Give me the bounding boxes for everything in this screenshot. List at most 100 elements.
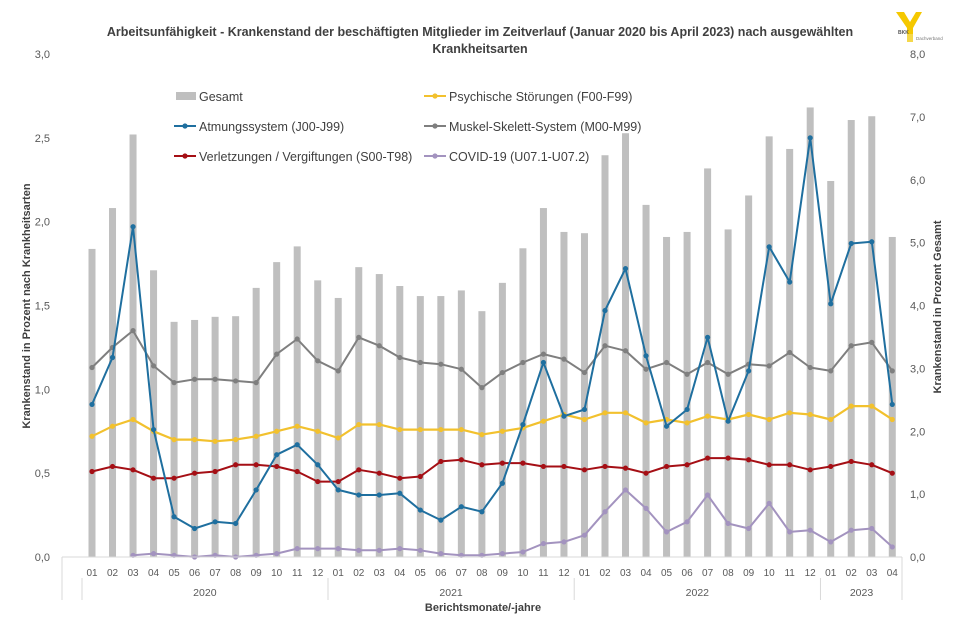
data-point: [89, 433, 95, 439]
data-point: [643, 420, 649, 426]
x-tick-year: 2023: [850, 587, 874, 599]
data-point: [397, 354, 403, 361]
data-point: [807, 411, 813, 418]
x-tick-year: 2021: [439, 587, 463, 599]
left-axis: 0,0 0,5 1,0 1,5 2,0 2,5 3,0: [35, 49, 50, 564]
series-covid-19-u07-1-u07-2: [130, 487, 895, 560]
data-point: [561, 413, 567, 419]
data-point: [130, 416, 136, 423]
series-line: [91, 329, 894, 389]
data-point: [848, 240, 854, 247]
bar-gesamt: [129, 134, 137, 558]
right-axis: 0,0 1,0 2,0 3,0 4,0 5,0 6,0 7,0 8,0: [910, 49, 925, 564]
data-point: [212, 468, 218, 475]
bar-gesamt: [580, 233, 588, 557]
data-point: [889, 470, 895, 476]
data-point: [746, 411, 752, 418]
data-point: [294, 546, 300, 552]
data-point: [253, 487, 259, 493]
data-point: [356, 334, 362, 340]
data-point: [889, 544, 895, 550]
logo-text-bkk: BKK: [898, 30, 909, 36]
data-point: [356, 547, 362, 553]
data-point: [417, 359, 423, 366]
right-tick-label: 8,0: [910, 49, 925, 61]
x-tick-month: 12: [805, 568, 817, 579]
bar-gesamt: [211, 316, 219, 557]
x-tick-month: 09: [743, 568, 755, 579]
x-tick-month: 02: [599, 568, 611, 579]
data-point: [479, 385, 485, 391]
x-tick-month: 06: [189, 568, 201, 579]
data-point: [192, 525, 198, 532]
legend-label: Verletzungen / Vergiftungen (S00-T98): [199, 150, 412, 164]
data-point: [315, 358, 321, 364]
data-point: [417, 547, 423, 553]
bar-gesamt: [355, 267, 363, 557]
data-point: [602, 509, 608, 515]
data-point: [807, 364, 813, 371]
data-point: [109, 463, 116, 470]
data-point: [581, 532, 588, 538]
data-point: [581, 416, 588, 423]
right-tick-label: 4,0: [910, 301, 925, 313]
data-point: [438, 517, 444, 523]
data-point: [643, 505, 649, 511]
bars-gesamt: [88, 107, 896, 558]
chart-title-line-2: Krankheitsarten: [432, 42, 527, 56]
x-tick-month: 03: [374, 568, 386, 579]
data-point: [622, 487, 629, 493]
data-point: [766, 462, 772, 468]
data-point: [376, 547, 382, 553]
legend-item-verletzungen-vergiftungen-s00-t98: Verletzungen / Vergiftungen (S00-T98): [174, 150, 412, 164]
data-point: [520, 460, 526, 466]
data-point: [253, 433, 259, 439]
data-point: [807, 135, 813, 141]
x-tick-month: 10: [271, 568, 283, 579]
data-point: [376, 470, 382, 476]
x-tick-month: 06: [682, 568, 694, 579]
x-axis-title: Berichtsmonate/-jahre: [425, 602, 541, 614]
data-point: [602, 343, 608, 349]
x-tick-month: 04: [887, 568, 899, 579]
data-point: [376, 421, 382, 428]
left-tick-label: 0,5: [35, 468, 50, 480]
series-muskel-skelett-system-m00-m99: [89, 328, 895, 391]
data-point: [889, 368, 895, 374]
data-point: [294, 423, 300, 429]
data-point: [233, 378, 239, 384]
data-point: [315, 546, 321, 552]
legend-swatch: [176, 92, 196, 100]
data-point: [581, 369, 588, 376]
data-point: [705, 359, 711, 366]
data-point: [602, 307, 608, 314]
bar-gesamt: [273, 262, 281, 557]
data-point: [828, 301, 834, 307]
data-point: [212, 376, 218, 382]
data-point: [684, 519, 690, 525]
data-point: [520, 421, 526, 428]
legend-item-muskel-skelett-system-m00-m99: Muskel-Skelett-System (M00-M99): [424, 120, 641, 134]
bar-gesamt: [519, 248, 527, 557]
data-point: [438, 426, 444, 433]
legend-label: COVID-19 (U07.1-U07.2): [449, 150, 589, 164]
data-point: [766, 363, 772, 369]
data-point: [274, 551, 280, 557]
data-point: [807, 467, 813, 473]
data-point: [335, 546, 341, 552]
data-point: [335, 487, 341, 493]
data-point: [274, 452, 280, 458]
bkk-logo-icon: BKK Dachverband: [896, 12, 943, 42]
data-point: [499, 460, 505, 466]
data-point: [725, 418, 731, 424]
series-line: [91, 405, 893, 443]
data-point: [869, 462, 875, 468]
bar-gesamt: [314, 280, 322, 557]
x-tick-month: 02: [107, 568, 119, 579]
data-point: [807, 527, 813, 533]
bar-gesamt: [293, 246, 301, 557]
x-axis: 01 02 03 04 05 06 07 08 09 10 11 12 01 02 03 04 05 06 07 08…: [61, 556, 903, 600]
data-point: [643, 366, 649, 372]
data-point: [643, 353, 649, 359]
legend-marker: [432, 153, 438, 159]
